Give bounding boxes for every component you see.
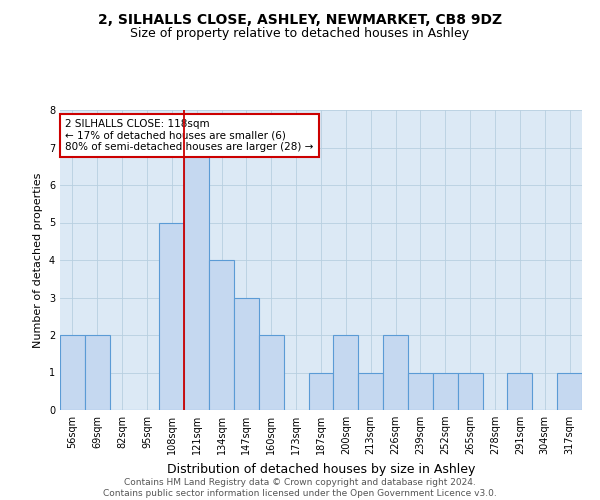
Text: Size of property relative to detached houses in Ashley: Size of property relative to detached ho…	[130, 28, 470, 40]
Text: 2 SILHALLS CLOSE: 118sqm
← 17% of detached houses are smaller (6)
80% of semi-de: 2 SILHALLS CLOSE: 118sqm ← 17% of detach…	[65, 119, 314, 152]
Bar	[358, 372, 383, 410]
Bar	[85, 335, 110, 410]
Text: Contains HM Land Registry data © Crown copyright and database right 2024.
Contai: Contains HM Land Registry data © Crown c…	[103, 478, 497, 498]
Bar	[259, 335, 284, 410]
Bar	[60, 335, 85, 410]
Bar	[508, 372, 532, 410]
Bar	[458, 372, 482, 410]
Bar	[209, 260, 234, 410]
X-axis label: Distribution of detached houses by size in Ashley: Distribution of detached houses by size …	[167, 462, 475, 475]
Bar	[383, 335, 408, 410]
Bar	[408, 372, 433, 410]
Bar	[160, 222, 184, 410]
Text: 2, SILHALLS CLOSE, ASHLEY, NEWMARKET, CB8 9DZ: 2, SILHALLS CLOSE, ASHLEY, NEWMARKET, CB…	[98, 12, 502, 26]
Bar	[433, 372, 458, 410]
Y-axis label: Number of detached properties: Number of detached properties	[34, 172, 43, 348]
Bar	[308, 372, 334, 410]
Bar	[557, 372, 582, 410]
Bar	[184, 148, 209, 410]
Bar	[234, 298, 259, 410]
Bar	[334, 335, 358, 410]
